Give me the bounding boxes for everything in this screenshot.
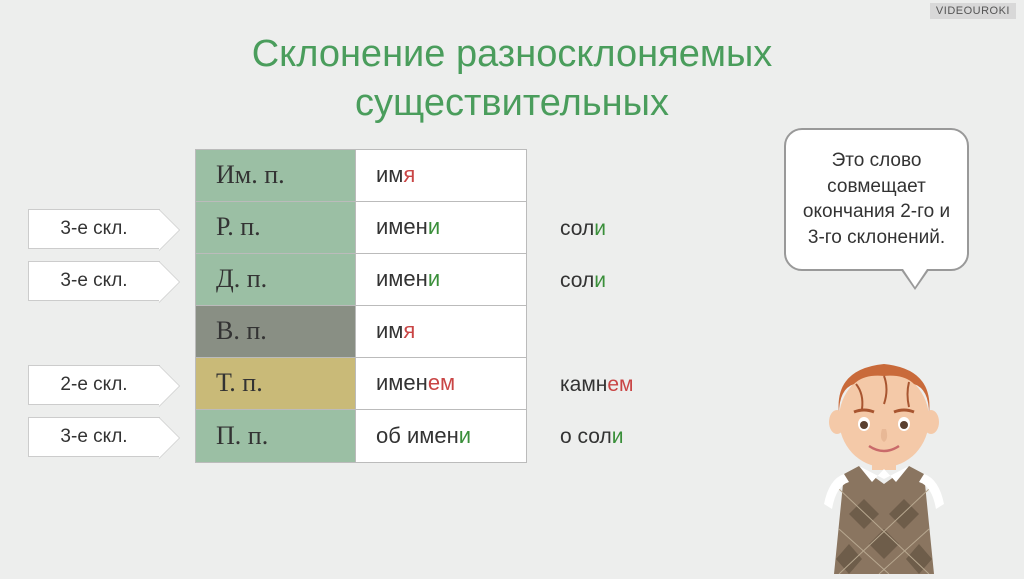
word-stem: об имен	[376, 423, 459, 449]
table-row: В. п.имя	[196, 306, 526, 358]
declension-label: 3-е скл.	[28, 417, 160, 457]
table-row: Д. п.имени	[196, 254, 526, 306]
declension-table: Им. п.имяР. п.имениД. п.имениВ. п.имяТ. …	[195, 149, 527, 463]
word-cell: об имени	[356, 410, 526, 462]
title-line1: Склонение разносклоняемых	[252, 33, 773, 75]
declension-label: 2-е скл.	[28, 365, 160, 405]
table-row: Р. п.имени	[196, 202, 526, 254]
compare-word: камнем	[560, 373, 634, 397]
word-stem: имен	[376, 214, 428, 240]
case-cell: Р. п.	[196, 202, 356, 254]
word-ending: и	[428, 214, 440, 240]
word-cell: имя	[356, 150, 526, 202]
table-row: Им. п.имя	[196, 150, 526, 202]
speech-bubble: Это слово совмещает окончания 2-го и 3-г…	[784, 128, 969, 271]
watermark: VIDEOUROKI	[930, 3, 1016, 19]
table-row: Т. п.именем	[196, 358, 526, 410]
declension-label: 3-е скл.	[28, 261, 160, 301]
word-cell: имя	[356, 306, 526, 358]
compare-word: соли	[560, 217, 606, 241]
case-cell: В. п.	[196, 306, 356, 358]
title-line2: существительных	[355, 82, 669, 124]
table-row: П. п.об имени	[196, 410, 526, 462]
declension-label: 3-е скл.	[28, 209, 160, 249]
word-ending: я	[403, 162, 415, 188]
page-title: Склонение разносклоняемых существительны…	[0, 0, 1024, 129]
compare-ending: и	[594, 269, 606, 292]
compare-ending: и	[594, 217, 606, 240]
case-cell: Им. п.	[196, 150, 356, 202]
word-ending: и	[459, 423, 471, 449]
word-cell: имени	[356, 202, 526, 254]
compare-word: о соли	[560, 425, 623, 449]
word-cell: именем	[356, 358, 526, 410]
word-cell: имени	[356, 254, 526, 306]
compare-ending: ем	[607, 373, 633, 396]
compare-stem: сол	[560, 217, 594, 240]
compare-stem: камн	[560, 373, 607, 396]
case-cell: П. п.	[196, 410, 356, 462]
word-stem: им	[376, 318, 403, 344]
word-ending: и	[428, 266, 440, 292]
word-stem: имен	[376, 370, 428, 396]
compare-stem: сол	[560, 269, 594, 292]
word-ending: я	[403, 318, 415, 344]
compare-stem: о сол	[560, 425, 612, 448]
case-cell: Т. п.	[196, 358, 356, 410]
word-ending: ем	[428, 370, 455, 396]
case-cell: Д. п.	[196, 254, 356, 306]
compare-word: соли	[560, 269, 606, 293]
word-stem: им	[376, 162, 403, 188]
compare-ending: и	[612, 425, 624, 448]
word-stem: имен	[376, 266, 428, 292]
boy-character	[784, 334, 984, 574]
